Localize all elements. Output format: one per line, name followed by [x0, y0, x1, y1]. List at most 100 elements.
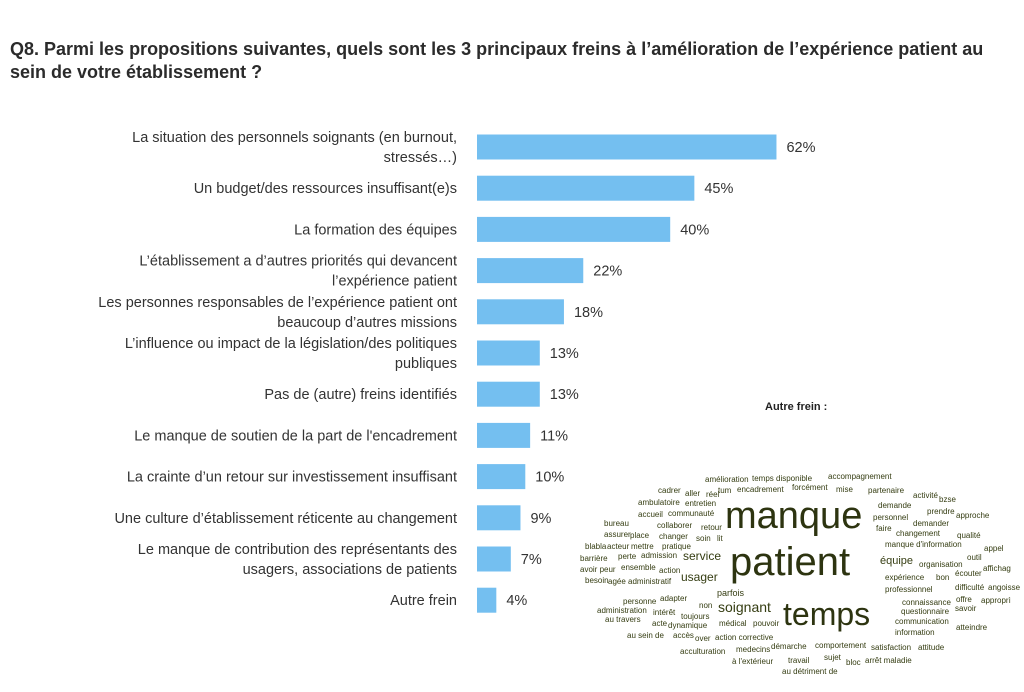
wordcloud-word: patient: [730, 540, 851, 584]
wordcloud-word: faire: [876, 524, 892, 533]
category-label: beaucoup d’autres missions: [277, 315, 457, 331]
wordcloud-word: retour: [701, 523, 722, 532]
wordcloud-word: démarche: [771, 642, 807, 651]
wordcloud-word: pratique: [662, 542, 691, 551]
wordcloud-word: appel: [984, 544, 1004, 553]
wordcloud-word: ensemble: [621, 563, 656, 572]
value-label: 7%: [521, 552, 542, 568]
wordcloud-word: savoir: [955, 604, 977, 613]
category-label: l’expérience patient: [332, 274, 457, 290]
category-label: L’influence ou impact de la législation/…: [125, 336, 457, 352]
wordcloud-word: au travers: [605, 615, 641, 624]
bar: [477, 505, 521, 531]
wordcloud-word: barrière: [580, 554, 608, 563]
wordcloud-word: action corrective: [715, 633, 774, 642]
value-label: 9%: [530, 511, 551, 527]
wordcloud-word: cadrer: [658, 486, 681, 495]
wordcloud-word: au détriment de: [782, 667, 838, 676]
wordcloud-word: admission: [641, 551, 678, 560]
wordcloud-word: difficulté: [955, 583, 985, 592]
wordcloud-word: équipe: [880, 555, 914, 567]
wordcloud-word: affichag: [983, 564, 1011, 573]
wordcloud-word: qualité: [957, 531, 981, 540]
wordcloud-word: médical: [719, 619, 747, 628]
category-label: Pas de (autre) freins identifiés: [264, 387, 457, 403]
value-label: 13%: [550, 346, 579, 362]
wordcloud-word: sujet: [824, 653, 841, 662]
wordcloud-word: action: [659, 566, 681, 575]
category-label: Le manque de soutien de la part de l'enc…: [134, 428, 457, 444]
wordcloud-word: approprì: [981, 596, 1011, 605]
category-label: La crainte d’un retour sur investissemen…: [127, 470, 457, 486]
value-label: 22%: [593, 264, 622, 280]
wordcloud-word: tum: [718, 486, 732, 495]
wordcloud-word: amélioration: [705, 475, 749, 484]
wordcloud-word: administratif: [628, 577, 672, 586]
wordcloud-word: écouter: [955, 569, 982, 578]
wordcloud-word: encadrement: [737, 485, 784, 494]
wordcloud-word: organisation: [919, 560, 963, 569]
wordcloud-word: activité: [913, 491, 938, 500]
wordcloud: amélioration temps disponible accompagneme…: [575, 440, 1020, 690]
wordcloud-word: au sein de: [627, 631, 664, 640]
wordcloud-word: dynamique: [668, 621, 708, 630]
value-label: 40%: [680, 222, 709, 238]
wordcloud-title: Autre frein :: [765, 401, 828, 413]
wordcloud-word: demander: [913, 519, 950, 528]
category-label: Autre frein: [390, 593, 457, 609]
category-label: Un budget/des ressources insuffisant(e)s: [194, 181, 457, 197]
wordcloud-word: mettre: [631, 542, 654, 551]
wordcloud-word: pouvoir: [753, 619, 780, 628]
wordcloud-word: over: [695, 634, 711, 643]
wordcloud-word: adapter: [660, 594, 688, 603]
wordcloud-word: toujours: [681, 612, 710, 621]
value-label: 13%: [550, 387, 579, 403]
bar: [477, 422, 531, 448]
wordcloud-word: forcément: [792, 483, 828, 492]
wordcloud-word: offre: [956, 595, 972, 604]
wordcloud-word: aller: [685, 489, 701, 498]
wordcloud-word: personne: [623, 597, 657, 606]
wordcloud-word: lit: [717, 534, 723, 543]
wordcloud-word: travail: [788, 656, 810, 665]
wordcloud-word: bzse: [939, 495, 956, 504]
wordcloud-word: accompagnement: [828, 472, 892, 481]
value-label: 10%: [535, 470, 564, 486]
wordcloud-word: approche: [956, 511, 990, 520]
value-label: 11%: [540, 428, 568, 444]
wordcloud-word: bureau: [604, 519, 629, 528]
bar: [477, 340, 540, 366]
wordcloud-word: attitude: [918, 643, 945, 652]
wordcloud-word: changement: [896, 529, 941, 538]
wordcloud-word: accueil: [638, 510, 663, 519]
bar: [477, 216, 671, 242]
wordcloud-word: acculturation: [680, 647, 726, 656]
wordcloud-word: personnel: [873, 513, 909, 522]
wordcloud-word: bloc: [846, 658, 861, 667]
wordcloud-word: connaissance: [902, 598, 951, 607]
wordcloud-word: agée: [608, 577, 626, 586]
value-label: 62%: [786, 140, 815, 156]
value-label: 4%: [506, 593, 527, 609]
bar: [477, 134, 777, 160]
wordcloud-word: manque: [725, 495, 863, 537]
wordcloud-word: intérêt: [653, 608, 676, 617]
bar: [477, 546, 511, 572]
wordcloud-word: prendre: [927, 507, 955, 516]
bar: [477, 587, 497, 613]
category-label: La situation des personnels soignants (e…: [132, 130, 457, 146]
wordcloud-word: partenaire: [868, 486, 905, 495]
value-label: 18%: [574, 305, 603, 321]
wordcloud-word: acteur: [607, 542, 630, 551]
wordcloud-word: temps disponible: [752, 474, 813, 483]
bar: [477, 464, 526, 490]
wordcloud-word: comportement: [815, 641, 867, 650]
chart-title: Q8. Parmi les propositions suivantes, qu…: [10, 39, 984, 82]
wordcloud-word: soin: [696, 534, 711, 543]
wordcloud-word: soignant: [718, 599, 771, 615]
bar: [477, 381, 540, 407]
wordcloud-word: medecins: [736, 645, 771, 654]
category-label: Une culture d’établissement réticente au…: [114, 511, 457, 527]
wordcloud-word: place: [630, 531, 650, 540]
wordcloud-word: usager: [681, 570, 718, 584]
